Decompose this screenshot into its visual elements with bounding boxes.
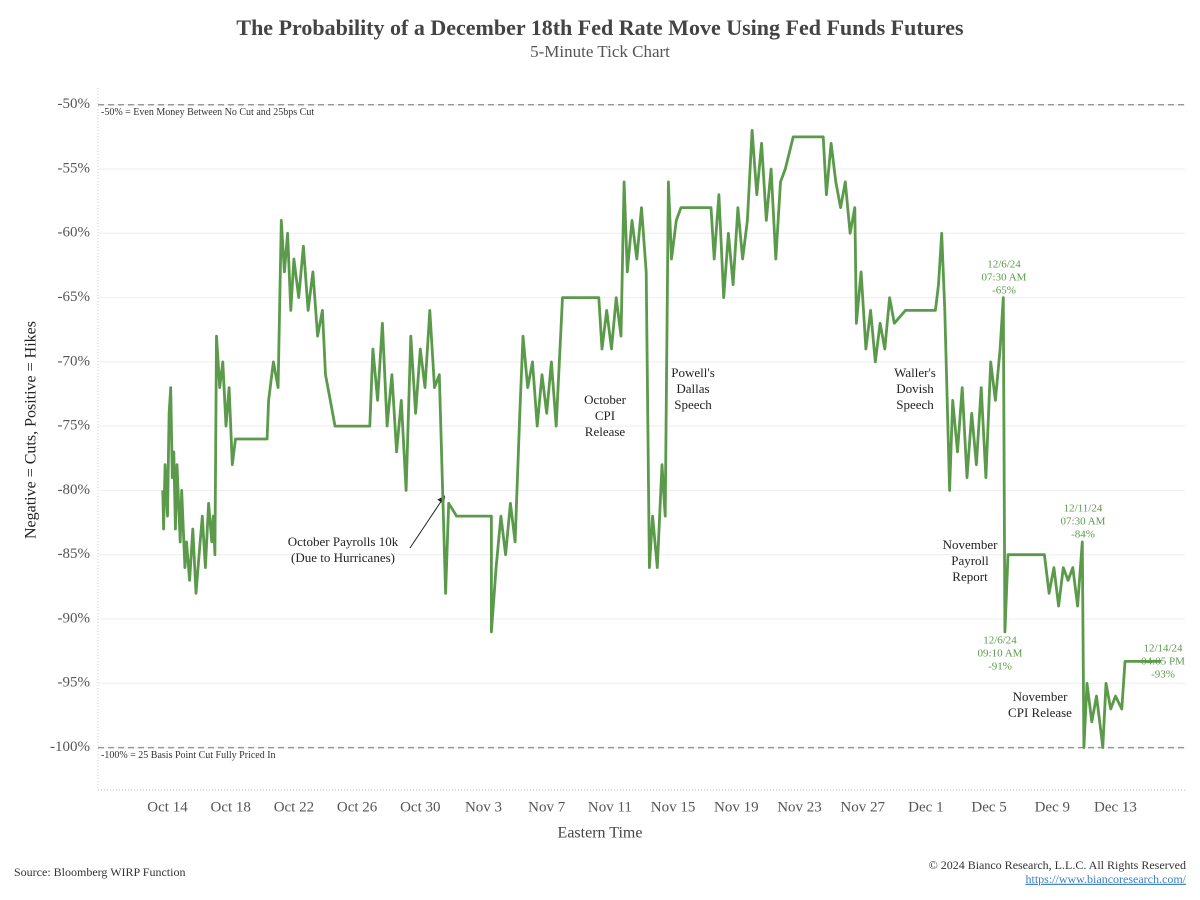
- chart-subtitle: 5-Minute Tick Chart: [530, 42, 670, 61]
- x-tick-label: Oct 22: [274, 799, 314, 815]
- y-tick-label: -65%: [58, 289, 91, 305]
- annotation: Powell's: [671, 365, 715, 380]
- x-tick-label: Dec 9: [1035, 799, 1070, 815]
- x-tick-label: Nov 23: [777, 799, 822, 815]
- point-label: 04:05 PM: [1141, 656, 1185, 668]
- x-tick-label: Nov 3: [465, 799, 502, 815]
- chart-title: The Probability of a December 18th Fed R…: [236, 15, 964, 40]
- point-label: 12/11/24: [1064, 503, 1103, 515]
- y-tick-label: -90%: [58, 610, 91, 626]
- point-label: 12/6/24: [987, 259, 1021, 271]
- y-tick-label: -100%: [50, 739, 90, 755]
- y-tick-label: -75%: [58, 418, 91, 434]
- x-tick-label: Dec 5: [971, 799, 1006, 815]
- x-tick-label: Oct 14: [147, 799, 188, 815]
- annotation: Release: [585, 424, 626, 439]
- point-label: -84%: [1071, 529, 1095, 541]
- reference-label: -100% = 25 Basis Point Cut Fully Priced …: [101, 750, 276, 761]
- point-label: -91%: [988, 661, 1012, 673]
- x-tick-label: Oct 18: [211, 799, 251, 815]
- annotation: October Payrolls 10k: [288, 534, 399, 549]
- copyright: © 2024 Bianco Research, L.L.C. All Right…: [929, 858, 1186, 872]
- x-axis-label: Eastern Time: [558, 825, 643, 842]
- annotation: Speech: [896, 397, 934, 412]
- y-tick-label: -85%: [58, 546, 91, 562]
- annotation: Speech: [674, 397, 712, 412]
- point-label: -93%: [1151, 669, 1175, 681]
- annotation: CPI Release: [1008, 705, 1072, 720]
- x-tick-label: Oct 26: [337, 799, 378, 815]
- annotation: Payroll: [951, 553, 989, 568]
- point-label: 07:30 AM: [1061, 516, 1106, 528]
- x-tick-label: Dec 13: [1094, 799, 1137, 815]
- y-tick-label: -70%: [58, 353, 91, 369]
- annotation: (Due to Hurricanes): [291, 550, 395, 565]
- annotation: CPI: [595, 408, 615, 423]
- x-tick-label: Nov 15: [651, 799, 696, 815]
- annotation: November: [1013, 689, 1069, 704]
- x-tick-label: Nov 7: [528, 799, 566, 815]
- reference-label: -50% = Even Money Between No Cut and 25b…: [101, 107, 314, 118]
- x-tick-label: Nov 19: [714, 799, 759, 815]
- x-tick-label: Dec 1: [908, 799, 943, 815]
- y-tick-label: -55%: [58, 160, 91, 176]
- y-tick-label: -60%: [58, 225, 91, 241]
- annotation: Waller's: [894, 365, 936, 380]
- y-axis-label: Negative = Cuts, Positive = Hikes: [23, 321, 40, 539]
- annotation-arrow: [409, 495, 446, 549]
- annotation: Dallas: [676, 381, 709, 396]
- annotation: Report: [952, 569, 988, 584]
- y-tick-label: -80%: [58, 482, 91, 498]
- x-tick-label: Oct 30: [400, 799, 440, 815]
- x-tick-label: Nov 11: [588, 799, 632, 815]
- point-label: 12/6/24: [983, 635, 1017, 647]
- y-tick-label: -95%: [58, 675, 91, 691]
- annotation: November: [943, 537, 999, 552]
- annotation: October: [584, 392, 627, 407]
- url-link[interactable]: https://www.biancoresearch.com/: [1025, 872, 1186, 886]
- point-label: 12/14/24: [1143, 643, 1183, 655]
- data-line: [161, 128, 1162, 749]
- source: Source: Bloomberg WIRP Function: [14, 865, 185, 879]
- annotation: Dovish: [896, 381, 934, 396]
- point-label: 09:10 AM: [978, 648, 1023, 660]
- x-tick-label: Nov 27: [840, 799, 885, 815]
- point-label: 07:30 AM: [982, 272, 1027, 284]
- y-tick-label: -50%: [58, 96, 91, 112]
- point-label: -65%: [992, 285, 1016, 297]
